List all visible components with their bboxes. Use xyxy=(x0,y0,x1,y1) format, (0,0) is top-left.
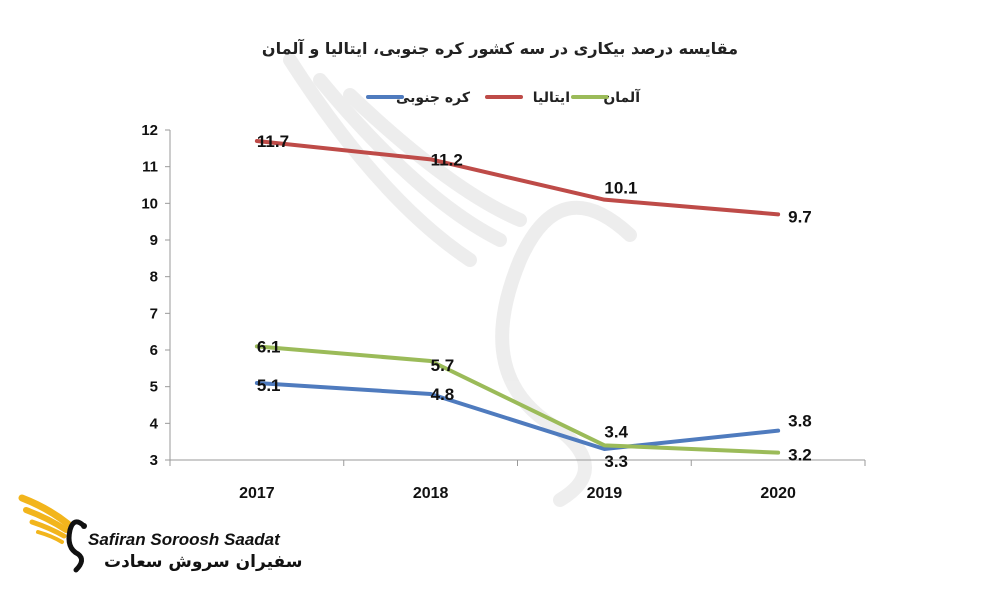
legend-label: آلمان xyxy=(603,88,641,106)
legend: کره جنوبی ایتالیا آلمان xyxy=(366,88,641,106)
data-label: 11.7 xyxy=(257,132,289,151)
y-tick-label: 9 xyxy=(150,232,158,249)
series-lines xyxy=(254,139,781,455)
data-labels: 5.1 4.8 3.3 3.8 11.7 11.2 10.1 9.7 6.1 5.7 3.4 3.2 xyxy=(257,132,812,471)
data-label: 4.8 xyxy=(431,385,455,404)
y-tick-label: 12 xyxy=(141,122,158,139)
swan-wing-icon xyxy=(18,494,87,573)
data-label: 3.4 xyxy=(604,422,628,441)
chart-title: مقایسه درصد بیکاری در سه کشور کره جنوبی،… xyxy=(262,38,738,58)
axes: 3 4 5 6 7 8 9 10 11 12 2017 2018 2019 2020 xyxy=(141,122,866,502)
data-label: 5.7 xyxy=(431,356,455,375)
series-line xyxy=(254,344,781,455)
logo-text-english: Safiran Soroosh Saadat xyxy=(88,530,280,549)
x-tick-label: 2018 xyxy=(413,485,449,502)
y-tick-label: 6 xyxy=(150,342,158,359)
y-tick-label: 10 xyxy=(141,195,158,212)
y-tick-label: 7 xyxy=(150,305,158,322)
data-label: 11.2 xyxy=(431,150,463,169)
x-tick-label: 2020 xyxy=(760,485,796,502)
data-label: 5.1 xyxy=(257,376,281,395)
x-tick-label: 2017 xyxy=(239,485,275,502)
legend-label: کره جنوبی xyxy=(396,90,471,106)
data-label: 3.3 xyxy=(604,452,628,471)
data-label: 3.2 xyxy=(788,446,812,465)
legend-label: ایتالیا xyxy=(533,90,570,106)
data-label: 3.8 xyxy=(788,412,812,431)
data-label: 10.1 xyxy=(604,179,637,198)
series-line xyxy=(254,381,781,451)
company-logo: Safiran Soroosh Saadat سفیران سروش سعادت xyxy=(18,490,302,590)
series-line xyxy=(254,139,781,217)
y-tick-label: 11 xyxy=(142,159,158,176)
y-tick-label: 8 xyxy=(150,269,158,286)
watermark-logo xyxy=(283,53,637,507)
data-label: 6.1 xyxy=(257,337,281,356)
y-tick-label: 4 xyxy=(150,415,159,432)
data-label: 9.7 xyxy=(788,207,812,226)
y-tick-label: 3 xyxy=(150,452,158,469)
x-tick-label: 2019 xyxy=(587,485,623,502)
logo-text-persian: سفیران سروش سعادت xyxy=(104,552,303,572)
y-tick-label: 5 xyxy=(150,379,158,396)
